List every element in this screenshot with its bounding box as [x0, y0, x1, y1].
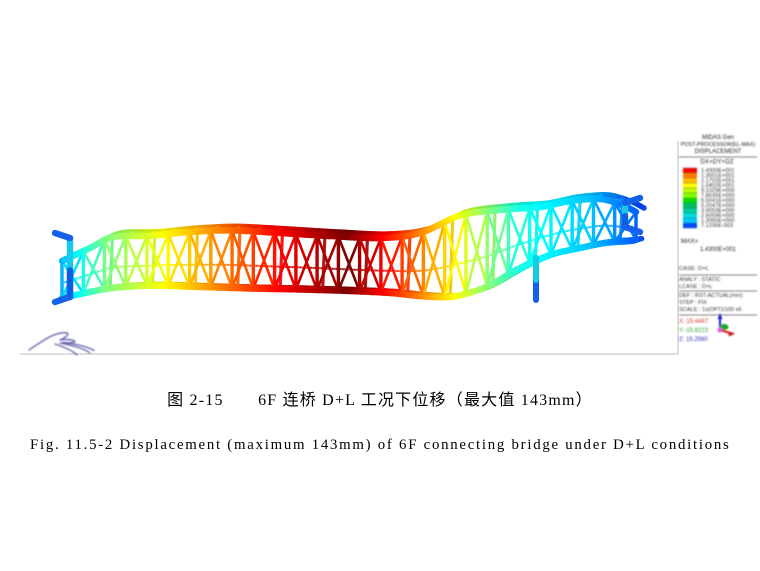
svg-text:DEF : RST-ACTUAL(mm): DEF : RST-ACTUAL(mm): [679, 293, 743, 299]
svg-text:CASE: D+L: CASE: D+L: [679, 266, 710, 272]
svg-text:ANALY : STATIC: ANALY : STATIC: [679, 277, 721, 283]
svg-text:1.4300E+001: 1.4300E+001: [700, 247, 737, 253]
svg-text:LCASE : D+L: LCASE : D+L: [679, 284, 712, 290]
svg-text:X: 15.4467: X: 15.4467: [679, 319, 709, 325]
svg-text:Z: 15.2980: Z: 15.2980: [679, 337, 708, 343]
svg-text:STEP : FIX: STEP : FIX: [679, 300, 707, 306]
svg-text:DX+DY+DZ: DX+DY+DZ: [700, 159, 733, 166]
svg-text:MIDAS Gen: MIDAS Gen: [702, 135, 734, 141]
svg-text:7.1235E-003: 7.1235E-003: [701, 223, 733, 229]
svg-text:DISPLACEMENT: DISPLACEMENT: [695, 149, 742, 155]
svg-text:POST-PROCESSOR(EL-MAX): POST-PROCESSOR(EL-MAX): [681, 142, 755, 148]
svg-text:MAX=: MAX=: [681, 238, 699, 245]
svg-text:SCALE : 1x(OPT)/100 x6: SCALE : 1x(OPT)/100 x6: [679, 307, 742, 313]
svg-text:Y:-15.8223: Y:-15.8223: [679, 328, 709, 334]
